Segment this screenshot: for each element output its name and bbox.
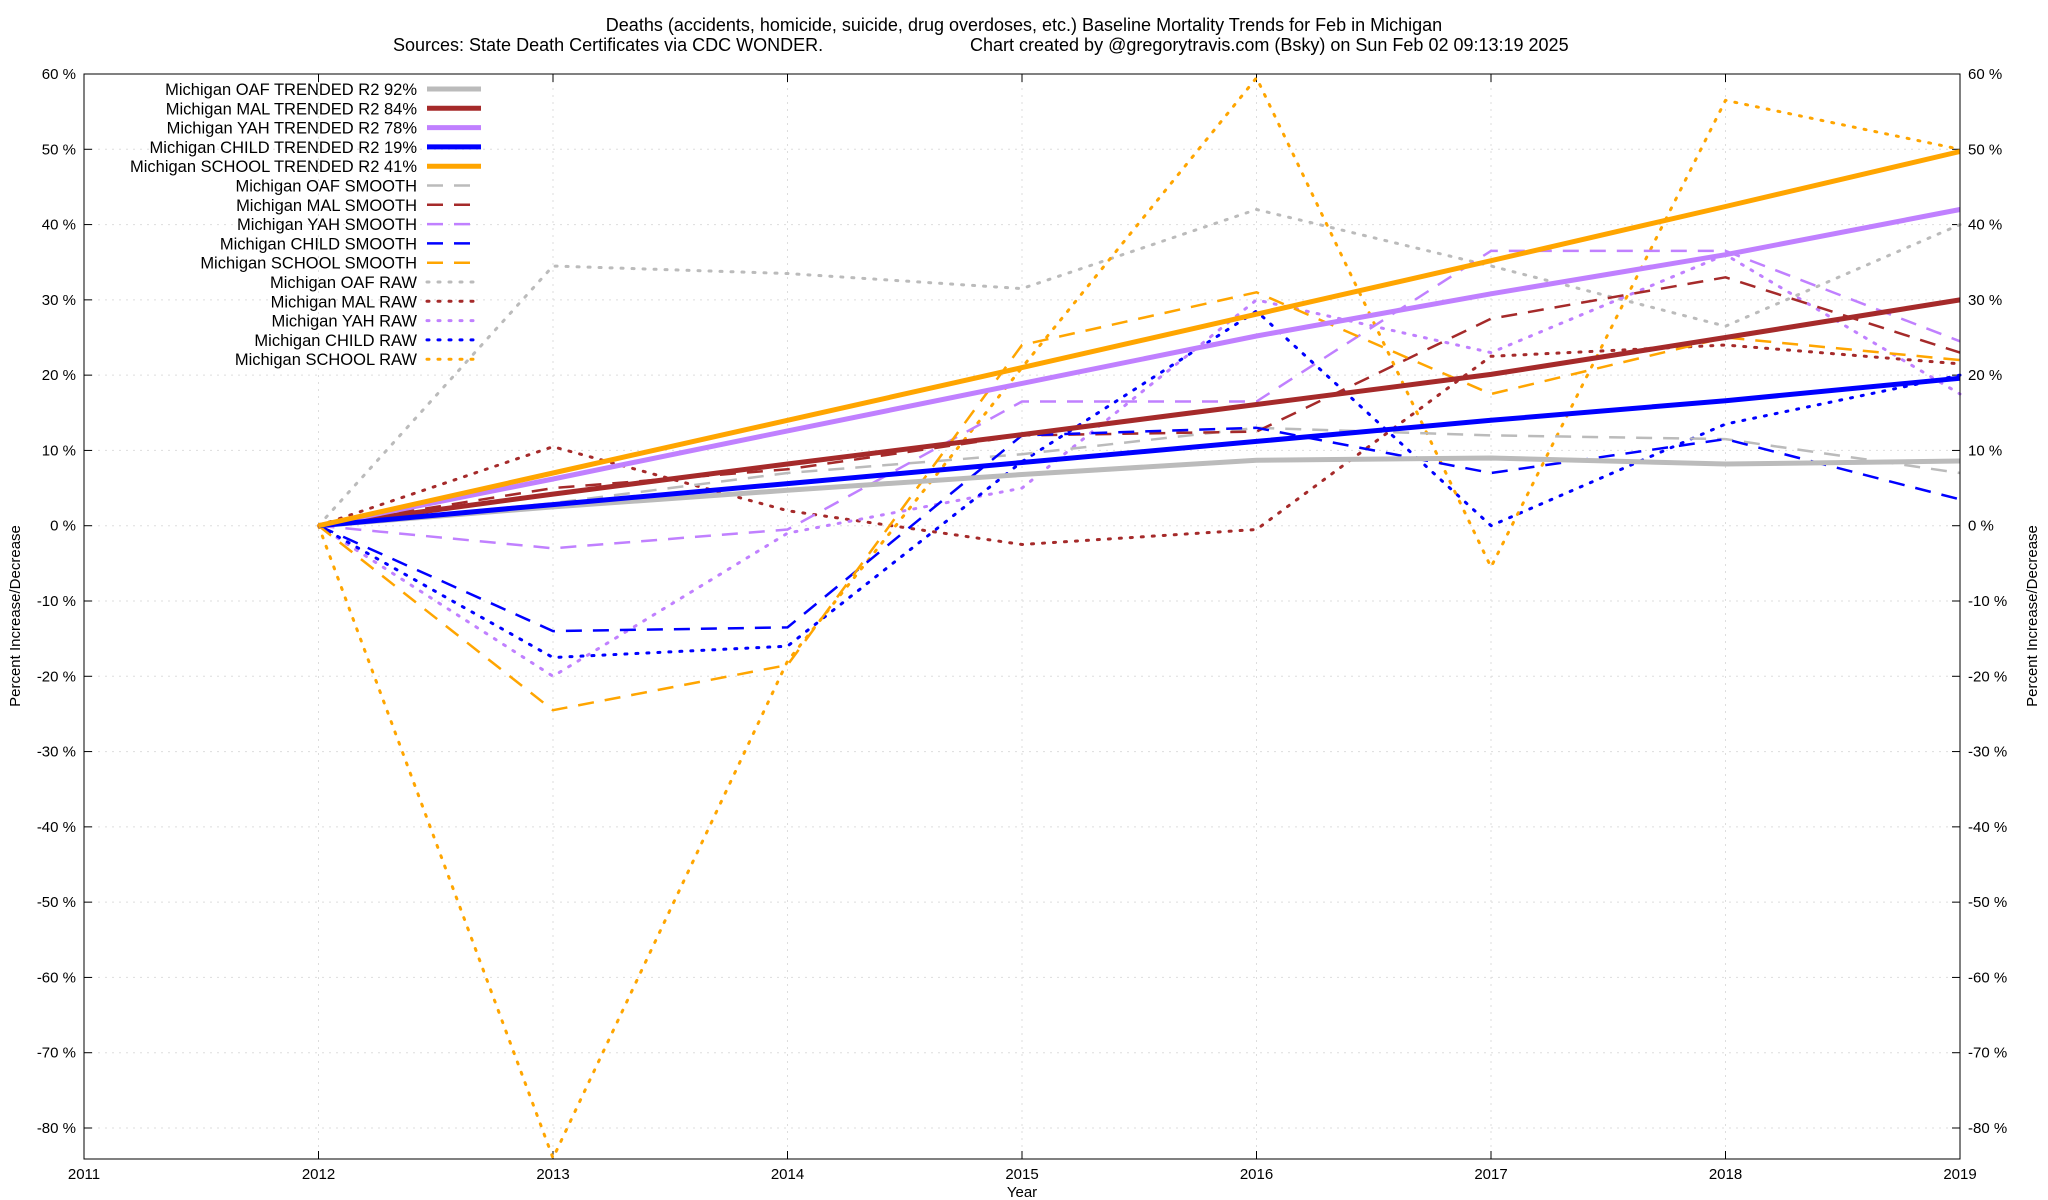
x-tick-label: 2019 xyxy=(1943,1166,1976,1183)
y2-tick-label: 50 % xyxy=(1968,141,2002,158)
y-tick-label: -40 % xyxy=(37,819,76,836)
x-tick-label: 2014 xyxy=(771,1166,804,1183)
y-tick-label: -10 % xyxy=(37,593,76,610)
chart-title: Deaths (accidents, homicide, suicide, dr… xyxy=(606,15,1442,35)
legend: Michigan OAF TRENDED R2 92%Michigan MAL … xyxy=(130,81,483,369)
legend-label: Michigan CHILD SMOOTH xyxy=(220,235,417,253)
y-tick-label: -20 % xyxy=(37,668,76,685)
y-tick-label: 20 % xyxy=(42,367,76,384)
y-axis-label-left: Percent Increase/Decrease xyxy=(7,525,24,707)
y-tick-label: 30 % xyxy=(42,292,76,309)
series-line-11 xyxy=(317,343,1962,546)
legend-label: Michigan CHILD TRENDED R2 19% xyxy=(150,139,418,157)
x-axis-label: Year xyxy=(1007,1184,1037,1200)
y-tick-label: 10 % xyxy=(42,442,76,459)
legend-label: Michigan SCHOOL SMOOTH xyxy=(200,255,417,273)
series-line-2 xyxy=(318,207,1961,529)
chart-subtitle-sources: Sources: State Death Certificates via CD… xyxy=(393,35,823,55)
y2-tick-label: -70 % xyxy=(1968,1045,2007,1062)
legend-label: Michigan YAH SMOOTH xyxy=(237,216,417,234)
y-tick-label: 40 % xyxy=(42,217,76,234)
legend-label: Michigan CHILD RAW xyxy=(254,332,417,350)
legend-label: Michigan YAH RAW xyxy=(272,313,418,331)
y2-tick-label: -40 % xyxy=(1968,819,2007,836)
x-tick-label: 2013 xyxy=(536,1166,569,1183)
legend-label: Michigan MAL RAW xyxy=(271,293,418,311)
x-tick-label: 2011 xyxy=(68,1166,100,1183)
legend-label: Michigan OAF RAW xyxy=(270,274,417,292)
legend-label: Michigan MAL SMOOTH xyxy=(236,197,417,215)
series-line-4 xyxy=(317,149,1961,529)
y2-tick-label: 10 % xyxy=(1968,442,2002,459)
x-tick-label: 2018 xyxy=(1709,1166,1742,1183)
legend-label: Michigan SCHOOL TRENDED R2 41% xyxy=(130,158,417,176)
y2-tick-label: 60 % xyxy=(1968,66,2002,83)
axis-ticks: 60 % 60 % 50 % 50 % 40 % 40 % 30 % 30 % 20 % 20 %… xyxy=(37,66,2007,1183)
y-tick-label: 0 % xyxy=(50,518,76,535)
y2-tick-label: -10 % xyxy=(1968,593,2007,610)
y2-tick-label: 30 % xyxy=(1968,292,2002,309)
y2-tick-label: -80 % xyxy=(1968,1120,2007,1137)
legend-label: Michigan YAH TRENDED R2 78% xyxy=(167,120,418,138)
y2-tick-label: -30 % xyxy=(1968,744,2007,761)
y2-tick-label: -20 % xyxy=(1968,668,2007,685)
series-line-7 xyxy=(318,249,1961,550)
series-line-0 xyxy=(318,455,1961,529)
y2-tick-label: 20 % xyxy=(1968,367,2002,384)
series-line-13 xyxy=(317,309,1962,659)
y-tick-label: -30 % xyxy=(37,744,76,761)
y-tick-label: 60 % xyxy=(42,66,76,83)
series-line-10 xyxy=(317,208,1962,528)
y-tick-label: -60 % xyxy=(37,969,76,986)
legend-label: Michigan SCHOOL RAW xyxy=(235,351,418,369)
series-line-1 xyxy=(318,297,1961,529)
x-tick-label: 2012 xyxy=(302,1166,335,1183)
y2-tick-label: -50 % xyxy=(1968,894,2007,911)
legend-label: Michigan OAF TRENDED R2 92% xyxy=(165,81,417,99)
y-tick-label: 50 % xyxy=(42,141,76,158)
series-line-6 xyxy=(318,276,1961,527)
y-tick-label: -70 % xyxy=(37,1045,76,1062)
y2-tick-label: -60 % xyxy=(1968,969,2007,986)
series-line-9 xyxy=(317,291,1961,712)
x-tick-label: 2017 xyxy=(1474,1166,1507,1183)
legend-label: Michigan OAF SMOOTH xyxy=(235,178,417,196)
series-line-3 xyxy=(318,375,1961,529)
y-tick-label: -50 % xyxy=(37,894,76,911)
series-line-5 xyxy=(318,426,1961,527)
chart-subtitle-credit: Chart created by @gregorytravis.com (Bsk… xyxy=(970,35,1569,55)
series-line-8 xyxy=(317,426,1961,633)
y-tick-label: -80 % xyxy=(37,1120,76,1137)
x-tick-label: 2015 xyxy=(1005,1166,1038,1183)
legend-label: Michigan MAL TRENDED R2 84% xyxy=(166,100,418,118)
y2-tick-label: 0 % xyxy=(1968,518,1994,535)
series-line-14 xyxy=(317,76,1962,1160)
y-axis-label-right: Percent Increase/Decrease xyxy=(2024,525,2041,707)
plot-frame xyxy=(83,73,1961,1160)
series-lines xyxy=(317,76,1962,1160)
x-tick-label: 2016 xyxy=(1240,1166,1273,1183)
y2-tick-label: 40 % xyxy=(1968,217,2002,234)
